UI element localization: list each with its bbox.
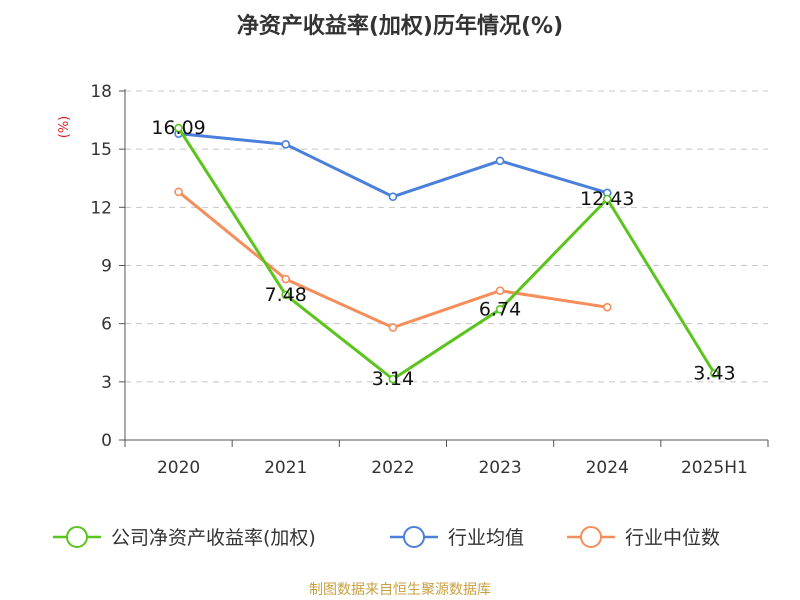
grid-lines [125, 90, 768, 383]
x-tick-label-2020: 2020 [157, 458, 200, 478]
series-2-point-2024 [602, 302, 612, 312]
legend-marker-1 [403, 526, 425, 548]
series-group [174, 123, 719, 384]
data-labels: 16.09 7.48 3.14 6.74 12.43 3.43 [151, 117, 735, 390]
series-1-point-2023 [495, 156, 505, 166]
x-tick-label-2021: 2021 [264, 458, 307, 478]
series-0-point-2021 [281, 290, 291, 300]
series-2-point-2020 [174, 187, 183, 197]
y-tick-label-18: 18 [90, 82, 112, 102]
data-label-2023: 6.74 [479, 298, 521, 320]
x-tick-label-2023: 2023 [478, 458, 521, 478]
series-1-point-2021 [281, 140, 291, 149]
legend-label-2: 行业中位数 [625, 527, 720, 549]
series-2-point-2021 [281, 274, 291, 284]
x-tick-label-2025H1: 2025H1 [681, 458, 748, 478]
series-line-0 [177, 127, 716, 381]
legend-marker-0 [66, 526, 88, 548]
series-0-point-2020 [174, 123, 183, 133]
series-0-point-2025H1 [710, 369, 719, 378]
data-label-2022: 3.14 [372, 368, 414, 390]
legend-marker-2 [580, 526, 602, 548]
data-label-2020: 16.09 [151, 117, 205, 139]
legend[interactable]: 公司净资产收益率(加权) 行业均值 行业中位数 [53, 526, 720, 549]
legend-label-1: 行业均值 [448, 527, 524, 549]
chart-title: 净资产收益率(加权)历年情况(%) [237, 13, 563, 39]
legend-label-0: 公司净资产收益率(加权) [111, 527, 316, 549]
series-2-point-2023 [495, 286, 505, 296]
series-0-point-2023 [495, 305, 505, 314]
y-tick-label-15: 15 [90, 140, 112, 160]
y-tick-label-12: 12 [90, 198, 112, 218]
series-2-point-2022 [388, 323, 398, 332]
y-tick-label-3: 3 [101, 373, 112, 393]
legend-item-1[interactable]: 行业均值 [390, 526, 524, 549]
y-axis-label: (%) [57, 116, 72, 139]
x-tick-label-2024: 2024 [586, 458, 629, 478]
series-line-1 [178, 132, 608, 199]
y-tick-label-9: 9 [101, 257, 112, 277]
data-label-2024: 12.43 [580, 188, 634, 210]
source-note: 制图数据来自恒生聚源数据库 [309, 582, 491, 598]
series-0-point-2024 [602, 194, 612, 204]
y-tick-label-0: 0 [101, 431, 112, 451]
data-label-2025H1: 3.43 [693, 362, 735, 384]
series-1-point-2022 [388, 192, 398, 201]
series-0-point-2022 [388, 374, 398, 384]
series-line-2 [177, 190, 608, 330]
legend-item-2[interactable]: 行业中位数 [567, 526, 720, 549]
axes: 0 3 6 9 12 15 18 2020 2021 2022 2023 2024 2025H1 [90, 82, 769, 478]
data-label-2021: 7.48 [265, 284, 307, 306]
x-tick-label-2022: 2022 [371, 458, 414, 478]
y-tick-label-6: 6 [101, 315, 112, 335]
legend-item-0[interactable]: 公司净资产收益率(加权) [53, 526, 316, 549]
